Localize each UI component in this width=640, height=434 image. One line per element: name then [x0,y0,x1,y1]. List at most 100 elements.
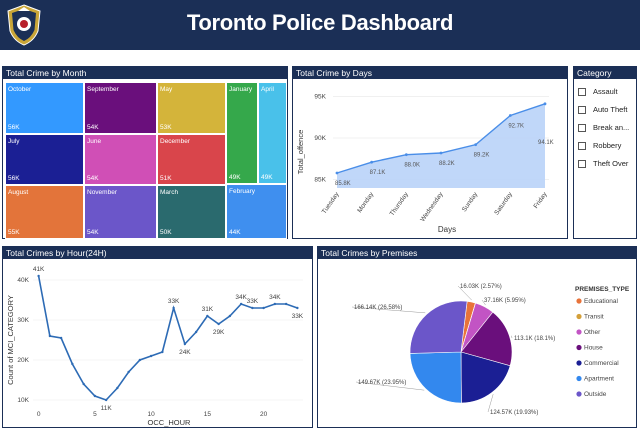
treemap-cell-april[interactable]: April 49K [258,82,287,184]
hour-point[interactable] [194,330,198,334]
hour-point[interactable] [37,274,40,278]
days-data-label: 88.2K [439,161,455,167]
hour-point[interactable] [183,342,187,346]
hour-point[interactable] [127,370,130,374]
treemap-cell-label: December [160,138,190,145]
days-xtick: Tuesday [321,191,341,216]
treemap-cell-label: February [229,188,256,195]
treemap-cell-value: 56K [8,175,20,182]
treemap-cell-october[interactable]: October 56K [5,82,84,134]
checkbox[interactable] [578,106,586,114]
treemap-cell-value: 49K [261,174,273,181]
hour-point[interactable] [206,314,209,318]
hour-point[interactable] [93,394,97,398]
treemap-cell-may[interactable]: May 53K [157,82,226,134]
days-ytick: 95K [314,93,326,100]
hour-xtick: 0 [37,411,41,418]
checkbox[interactable] [578,124,586,132]
days-title: Total Crime by Days [293,67,567,79]
days-xtick: Wednesday [419,191,445,224]
pie-slice-house[interactable] [460,311,513,367]
category-option[interactable]: Break an... [578,123,640,137]
legend-label: Educational [584,298,619,305]
hour-point[interactable] [48,334,52,338]
treemap-cell-label: April [261,86,275,93]
days-point[interactable] [508,114,512,117]
hour-point[interactable] [239,302,243,306]
days-area-fill [337,103,545,188]
treemap-chart: October 56K September 54K May 53K January 49K Ap… [5,82,287,239]
treemap-cell-december[interactable]: December 51K [157,134,226,185]
treemap-cell-value: 44K [229,229,241,236]
category-option[interactable]: Robbery [578,141,640,155]
hour-point[interactable] [251,306,254,310]
hour-point[interactable] [262,306,265,310]
hour-data-label: 34K [269,294,281,301]
treemap-cell-february[interactable]: February 44K [226,184,287,239]
pie-leader-line [487,394,494,413]
treemap-cell-january[interactable]: January 49K [226,82,258,184]
treemap-cell-july[interactable]: July 56K [5,134,84,185]
pie-data-label: 166.14K (26.58%) [354,305,402,311]
treemap-cell-november[interactable]: November 54K [84,185,157,239]
pie-slice-outside[interactable] [409,300,468,354]
hour-point[interactable] [71,362,74,366]
days-point[interactable] [404,153,408,157]
legend-dot [576,344,582,351]
days-point[interactable] [335,171,339,175]
days-point[interactable] [439,151,443,155]
hour-point[interactable] [296,306,299,310]
days-point[interactable] [370,160,374,164]
hour-point[interactable] [217,322,220,326]
checkbox[interactable] [578,88,586,96]
checkbox[interactable] [578,160,586,168]
treemap-cell-march[interactable]: March 50K [157,185,226,239]
treemap-cell-september[interactable]: September 54K [84,82,157,134]
days-point[interactable] [543,102,547,106]
category-option[interactable]: Auto Theft [578,105,640,119]
legend-label: Commercial [584,360,619,367]
hour-xtick: 15 [204,411,212,418]
treemap-cell-august[interactable]: August 55K [5,185,84,239]
pie-leader-line [457,285,472,301]
category-option-label: Theft Over [593,159,629,168]
hour-point[interactable] [273,302,277,306]
days-data-label: 88.0K [404,163,420,169]
pie-slice-commercial[interactable] [460,351,511,404]
hour-point[interactable] [138,358,142,362]
hour-line-chart: Count of MCI_CATEGORY OCC_HOUR 40K 30K 20K… [6,266,304,427]
checkbox[interactable] [578,142,586,150]
legend-dot [576,391,582,397]
hour-point[interactable] [161,350,164,354]
legend-label: Transit [584,314,604,321]
hour-point[interactable] [228,314,232,318]
hour-point[interactable] [104,398,108,402]
legend-dot [576,360,582,366]
hour-point[interactable] [82,382,85,386]
hour-point[interactable] [149,354,153,358]
treemap-cell-june[interactable]: June 54K [84,134,157,185]
pie-slice-apartment[interactable] [409,351,462,404]
hour-point[interactable] [284,302,288,306]
treemap-cell-value: 54K [87,124,99,131]
hour-ytick: 20K [17,357,29,364]
category-option-label: Auto Theft [593,105,628,114]
category-option[interactable]: Theft Over [578,159,640,173]
days-data-label: 89.2K [474,153,490,159]
legend-label: Other [584,329,601,336]
days-ytick: 85K [314,177,326,184]
days-point[interactable] [474,143,478,147]
hour-point[interactable] [172,306,175,310]
days-data-label: 85.8K [335,181,351,187]
pie-data-label: 124.57K (19.93%) [490,410,538,416]
hour-point[interactable] [116,386,119,390]
hour-series-line [37,275,298,401]
treemap-cell-label: July [8,138,20,145]
hour-xtick: 20 [260,411,268,418]
treemap-cell-value: 49K [229,174,241,181]
hour-point[interactable] [59,336,63,340]
hour-data-label: 11K [101,405,113,412]
days-xtick: Friday [533,191,550,210]
category-option[interactable]: Assault [578,87,640,101]
days-xlabel: Days [438,225,456,234]
